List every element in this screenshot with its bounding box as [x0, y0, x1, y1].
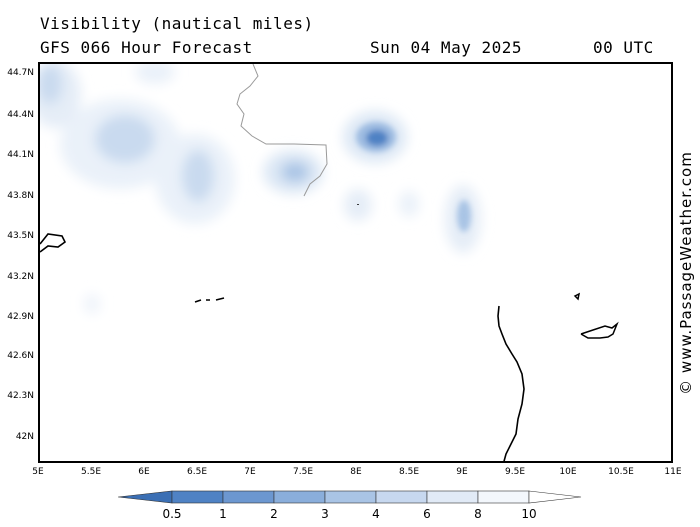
forecast-subtitle: GFS 066 Hour Forecast	[40, 38, 253, 57]
island-group-hyeres	[194, 204, 581, 303]
lon-label: 5.5E	[81, 467, 101, 477]
border-line	[236, 64, 328, 197]
forecast-date: Sun 04 May 2025	[370, 38, 522, 57]
legend-swatch	[426, 490, 479, 504]
legend-colorbar	[117, 490, 582, 504]
shade-area-nw-core	[40, 64, 62, 104]
legend-label: 0.5	[162, 507, 182, 521]
map-panel[interactable]	[38, 62, 673, 463]
chart-title: Visibility (nautical miles)	[40, 14, 314, 33]
visibility-shading	[40, 64, 481, 314]
legend-swatch	[171, 490, 224, 504]
lat-label: 43.8N	[7, 191, 34, 201]
lon-label: 11E	[664, 467, 682, 477]
legend-swatch	[222, 490, 275, 504]
legend-swatch	[528, 490, 582, 504]
legend-swatch	[477, 490, 530, 504]
lat-label: 42.9N	[7, 312, 34, 322]
legend-swatch	[375, 490, 428, 504]
lat-label: 42N	[15, 432, 34, 442]
color-legend: 0.5 1 2 3 4 6 8 10	[117, 487, 582, 527]
lon-label: 9E	[456, 467, 468, 477]
lat-label: 44.4N	[7, 110, 34, 120]
visibility-map	[40, 64, 619, 461]
legend-label: 2	[270, 507, 278, 521]
corsica-coastline	[497, 305, 525, 461]
forecast-time: 00 UTC	[593, 38, 654, 57]
lon-label: 5E	[32, 467, 44, 477]
lon-label: 10.5E	[608, 467, 634, 477]
shade-area-west-core	[95, 115, 155, 163]
legend-swatch	[117, 490, 173, 504]
lat-label: 44.1N	[7, 150, 34, 160]
legend-label: 1	[219, 507, 227, 521]
credit-watermark: © www.PassageWeather.com	[676, 150, 696, 395]
lat-label: 44.7N	[7, 68, 34, 78]
lon-label: 6E	[138, 467, 150, 477]
legend-label: 3	[321, 507, 329, 521]
legend-label: 8	[474, 507, 482, 521]
shade-area-sea-2	[399, 191, 419, 217]
lat-label: 42.6N	[7, 351, 34, 361]
lon-label: 8.5E	[399, 467, 419, 477]
lon-label: 6.5E	[187, 467, 207, 477]
credit-text: © www.PassageWeather.com	[677, 150, 695, 395]
legend-label: 6	[423, 507, 431, 521]
lat-label: 42.3N	[7, 391, 34, 401]
shade-area-center-core	[182, 150, 214, 202]
lon-label: 8E	[350, 467, 362, 477]
shade-area-top	[135, 64, 175, 84]
lon-label: 7.5E	[293, 467, 313, 477]
mainland-coastline	[40, 233, 67, 253]
elba-coastline	[580, 321, 619, 339]
shade-area-sea-3-core	[457, 200, 471, 232]
shade-area-genoa-core	[366, 130, 388, 146]
legend-swatch	[324, 490, 377, 504]
legend-swatch	[273, 490, 326, 504]
legend-label: 4	[372, 507, 380, 521]
lon-label: 10E	[559, 467, 577, 477]
lon-label: 7E	[244, 467, 256, 477]
shade-area-liguria-core	[281, 162, 309, 182]
lat-label: 43.5N	[7, 231, 34, 241]
lon-label: 9.5E	[505, 467, 525, 477]
lat-label: 43.2N	[7, 272, 34, 282]
shade-area-sea-4	[84, 294, 100, 314]
legend-label: 10	[521, 507, 537, 521]
